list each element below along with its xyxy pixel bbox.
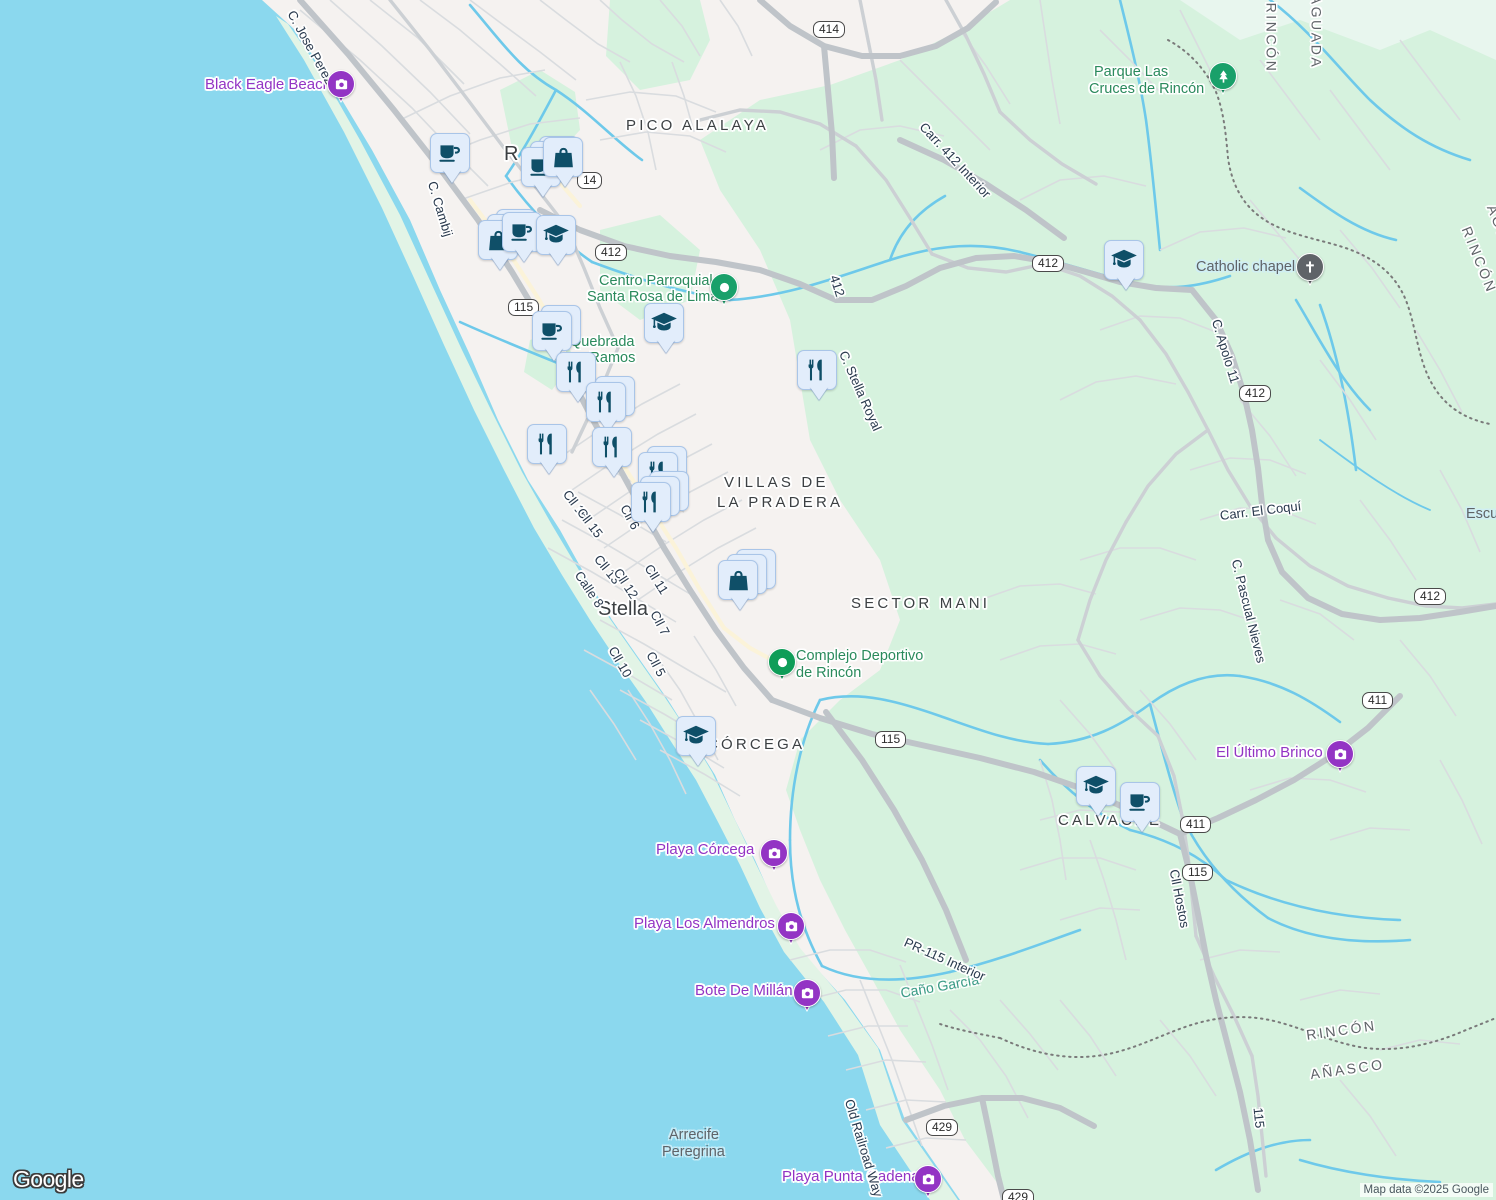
route-shield-429: 429 [926,1119,959,1136]
route-shield-414: 414 [813,21,846,38]
pin-tail [549,252,567,265]
poi-pin-restaurant[interactable] [631,470,689,534]
route-shield-429: 429 [1002,1189,1035,1200]
restaurant-icon [586,382,626,422]
tree-icon [1209,62,1237,90]
route-shield-115: 115 [1182,864,1214,881]
poi-pin-school[interactable] [644,303,688,355]
cafe-icon [532,311,572,351]
restaurant-icon [631,482,671,522]
sport-dot-icon [768,648,796,676]
pin-body [592,427,632,467]
route-shield-115: 115 [508,299,540,316]
camera-icon [914,1165,942,1193]
poi-pin-school[interactable] [1104,240,1148,292]
poi-pin-shop[interactable] [718,548,776,612]
poi-pin-cafe[interactable] [430,133,474,185]
restaurant-icon [556,352,596,392]
camera-icon [760,839,788,867]
route-shield-115: 115 [875,731,907,748]
route-shield-411: 411 [1180,816,1212,833]
restaurant-icon [797,350,837,390]
pin-body [532,311,572,351]
poi-pin-restaurant[interactable] [556,352,600,404]
route-shield-412: 412 [1239,385,1272,402]
cafe-icon [502,212,542,252]
google-logo[interactable]: Google [13,1166,84,1192]
pin-body [631,482,671,522]
poi-circle-attraction[interactable] [914,1165,942,1200]
pin-tail [556,174,574,187]
pin-tail [534,184,552,197]
poi-circle-attraction[interactable] [760,839,788,875]
pin-tail [540,461,558,474]
pin-tail [515,249,533,262]
route-shield-412: 412 [595,244,628,261]
poi-circle-sport[interactable] [768,648,796,684]
poi-circle-church[interactable] [1296,253,1324,289]
poi-circle-attraction[interactable] [777,912,805,948]
poi-pin-school[interactable] [536,215,580,267]
pin-tail [569,389,587,402]
pin-tail [644,519,662,532]
pin-body [586,382,626,422]
camera-icon [327,70,355,98]
shop-icon [543,137,583,177]
restaurant-icon [592,427,632,467]
restaurant-icon [527,424,567,464]
pin-tail [689,753,707,766]
school-icon [1104,240,1144,280]
camera-icon [1326,740,1354,768]
poi-circle-park[interactable] [1209,62,1237,98]
poi-pin-cafe[interactable] [502,212,546,264]
pin-tail [605,464,623,477]
route-shield-411: 411 [1362,692,1394,709]
route-shield-412: 412 [1032,255,1065,272]
poi-pin-school[interactable] [1076,766,1120,818]
poi-pin-restaurant[interactable] [527,424,571,476]
poi-pin-restaurant[interactable] [797,350,841,402]
poi-pin-shop[interactable] [543,137,587,189]
pin-tail [1133,819,1151,832]
school-icon [676,716,716,756]
poi-pin-restaurant[interactable] [592,427,636,479]
poi-circle-attraction[interactable] [793,979,821,1015]
poi-pin-restaurant[interactable] [586,376,635,434]
route-shield-14: 14 [577,172,603,189]
pin-tail [657,340,675,353]
poi-pin-cafe[interactable] [532,305,581,363]
school-icon [644,303,684,343]
camera-icon [793,979,821,1007]
pin-tail [491,257,509,270]
shop-icon [718,560,758,600]
pin-tail [443,170,461,183]
cafe-icon [1120,782,1160,822]
poi-pin-cafe[interactable] [1120,782,1164,834]
pin-tail [1117,277,1135,290]
pin-tail [1089,803,1107,816]
camera-icon [777,912,805,940]
school-icon [536,215,576,255]
poi-pin-school[interactable] [676,716,720,768]
poi-circle-attraction[interactable] [327,70,355,106]
cafe-icon [430,133,470,173]
poi-circle-park-dot[interactable] [710,273,738,309]
route-shield-412: 412 [1414,588,1447,605]
pin-tail [810,387,828,400]
school-icon [1076,766,1116,806]
poi-circle-attraction[interactable] [1326,740,1354,776]
map-attribution[interactable]: Map data ©2025 Google [1359,1183,1493,1197]
church-icon [1296,253,1324,281]
pin-tail [731,597,749,610]
park-dot-icon [710,273,738,301]
